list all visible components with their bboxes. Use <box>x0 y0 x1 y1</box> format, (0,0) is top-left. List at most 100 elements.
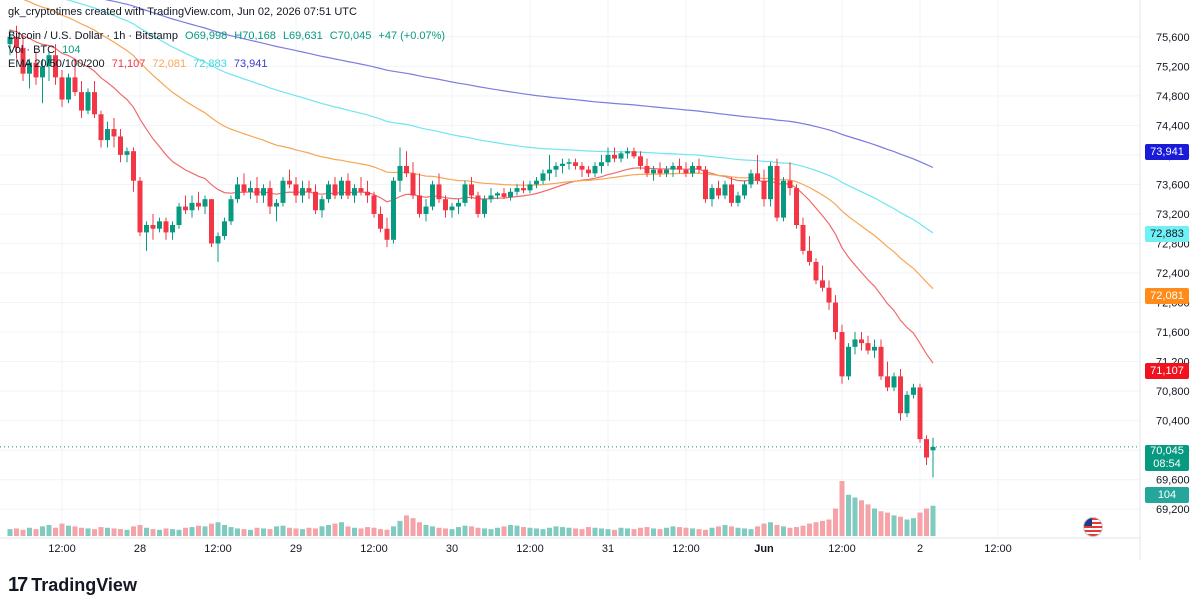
volume-bar <box>703 529 708 536</box>
candle-body <box>852 339 858 347</box>
candle-body <box>508 191 513 197</box>
price-tick-label: 70,400 <box>1156 416 1190 428</box>
volume-bar <box>690 528 695 536</box>
volume-bar <box>332 523 338 536</box>
candle-body <box>482 199 487 214</box>
ohlc-open: O69,998 <box>185 30 228 42</box>
price-axis[interactable]: 69,20069,60070,00070,40070,80071,20071,6… <box>1156 32 1190 516</box>
volume-bar <box>163 528 169 536</box>
volume-bar <box>488 529 494 536</box>
candle-body <box>891 376 897 388</box>
candle-body <box>404 165 409 174</box>
volume-bar <box>560 527 565 536</box>
volume-bar <box>833 508 838 536</box>
volume-bar <box>599 528 604 536</box>
candle-body <box>488 195 494 200</box>
volume-bar <box>696 529 702 536</box>
candle-body <box>865 343 871 351</box>
candle-body <box>92 92 97 115</box>
candle-body <box>800 225 806 251</box>
candle-body <box>709 188 715 200</box>
volume-bars <box>7 481 936 536</box>
volume-bar <box>508 525 513 536</box>
volume-legend[interactable]: Vol · BTC 104 <box>8 44 85 56</box>
candle-body <box>196 202 201 207</box>
candle-body <box>306 188 312 192</box>
volume-bar <box>404 515 409 536</box>
volume-bar <box>820 520 825 536</box>
candle-body <box>826 287 832 303</box>
volume-bar <box>72 526 78 536</box>
candle-body <box>547 169 552 174</box>
candle-body <box>787 180 793 189</box>
volume-bar <box>85 528 91 536</box>
volume-bar <box>930 505 936 536</box>
candle-body <box>742 184 747 196</box>
ema50-line <box>23 0 934 290</box>
ema-legend[interactable]: EMA 20/50/100/200 71,107 72,081 72,883 7… <box>8 58 272 70</box>
volume-bar <box>761 523 767 536</box>
candle-body <box>540 173 546 181</box>
symbol-legend[interactable]: Bitcoin / U.S. Dollar · 1h · Bitstamp O6… <box>8 30 449 42</box>
volume-bar <box>495 527 500 536</box>
candle-body <box>651 169 656 174</box>
candle-body <box>365 191 370 196</box>
volume-bar <box>657 529 663 536</box>
volume-bar <box>748 529 754 536</box>
candle-body <box>235 184 240 200</box>
volume-bar <box>677 527 682 536</box>
candle-body <box>170 225 175 233</box>
volume-bar <box>722 525 728 536</box>
candle-body <box>33 62 39 78</box>
volume-bar <box>891 515 897 536</box>
tradingview-logo[interactable]: 17 TradingView <box>8 574 137 596</box>
candle-body <box>501 193 507 197</box>
candle-body <box>228 199 234 222</box>
candle-body <box>768 165 773 200</box>
candle-body <box>319 199 325 211</box>
last-price-tag: 70,045 08:54 <box>1145 445 1189 471</box>
volume-bar <box>33 529 39 536</box>
ohlc-close: C70,045 <box>329 30 372 42</box>
candle-body <box>339 180 344 196</box>
volume-bar <box>638 527 643 536</box>
volume-bar <box>755 526 760 536</box>
time-tick-label: 12:00 <box>204 543 232 555</box>
candle-body <box>352 188 357 196</box>
volume-bar <box>618 527 624 536</box>
volume-price-tag: 104 <box>1145 487 1189 503</box>
candle-body <box>729 184 734 203</box>
volume-bar <box>683 527 689 536</box>
volume-bar <box>209 523 214 536</box>
volume-bar <box>605 529 611 536</box>
candle-body <box>293 184 299 196</box>
volume-bar <box>872 508 877 536</box>
volume-bar <box>111 528 117 536</box>
volume-label: Vol · BTC <box>8 44 56 56</box>
volume-bar <box>144 527 149 536</box>
volume-bar <box>365 527 370 536</box>
time-axis[interactable]: 12:00 28 12:00 29 12:00 30 12:00 31 12:00 Jun 12:0… <box>48 543 1012 555</box>
volume-bar <box>378 529 383 536</box>
volume-bar <box>105 527 110 536</box>
candle-body <box>111 129 117 137</box>
volume-bar <box>46 525 52 536</box>
candle-body <box>222 221 227 237</box>
volume-bar <box>716 526 721 536</box>
volume-bar <box>852 497 858 536</box>
candle-body <box>618 153 624 159</box>
volume-bar <box>709 527 715 536</box>
volume-bar <box>423 525 429 536</box>
volume-bar <box>118 529 123 536</box>
candle-body <box>436 184 442 200</box>
ema50-value: 72,081 <box>152 58 187 70</box>
candle-body <box>846 346 851 377</box>
volume-bar <box>917 512 923 536</box>
candle-body <box>664 169 669 174</box>
candle-body <box>287 180 292 185</box>
volume-bar <box>27 527 32 536</box>
ema200-price-tag: 73,941 <box>1145 144 1189 160</box>
us-flag-icon[interactable] <box>1083 517 1103 537</box>
candle-body <box>183 206 188 211</box>
